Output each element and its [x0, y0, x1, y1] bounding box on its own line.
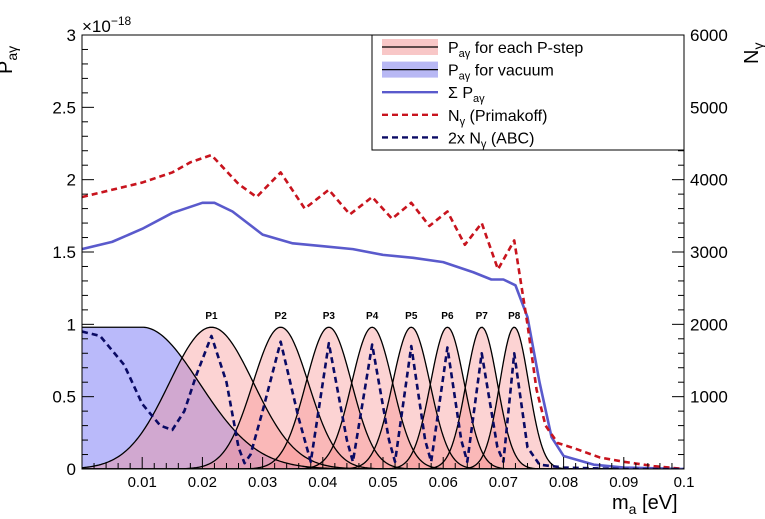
- legend-entry-text: Paγ for vacuum: [448, 63, 554, 83]
- step-label-p2: P2: [275, 311, 288, 322]
- step-fill-p5: [82, 327, 684, 469]
- legend-entry-text: Σ Paγ: [448, 85, 485, 105]
- area-fills: [82, 327, 684, 469]
- x-tick-label: 0.03: [248, 474, 277, 491]
- step-labels: P1 P2 P3 P4 P5 P6 P7 P8: [205, 311, 520, 322]
- step-label-p1: P1: [205, 311, 218, 322]
- y-left-tick-label: 3: [67, 26, 76, 45]
- y-left-tick-label: 2.5: [52, 98, 76, 117]
- primakoff-line: [82, 153, 684, 469]
- x-tick-label: 0.09: [609, 474, 638, 491]
- y-left-tick-label: 0: [67, 460, 76, 479]
- step-outline-p4: [82, 326, 684, 469]
- step-label-p8: P8: [508, 311, 521, 322]
- legend-entry-text: Paγ for each P-step: [448, 40, 583, 60]
- step-label-p4: P4: [366, 311, 379, 322]
- x-tick-label: 0.01: [128, 474, 157, 491]
- y-left-title: Paγ: [0, 46, 20, 74]
- x-tick-label: 0.04: [308, 474, 337, 491]
- axes: 0.01 0.02 0.03 0.04 0.05 0.06 0.07 0.08 0.09 0.1 0…: [52, 26, 727, 491]
- step-fill-p8: [82, 327, 684, 469]
- step-label-p6: P6: [441, 311, 454, 322]
- y-left-tick-label: 0.5: [52, 388, 76, 407]
- legend-entry-text: Nγ (Primakoff): [448, 108, 547, 128]
- step-label-p5: P5: [405, 311, 418, 322]
- abc-line: [82, 330, 684, 469]
- x-tick-label: 0.07: [489, 474, 518, 491]
- step-fill-p4: [82, 327, 684, 469]
- y-right-tick-label: 5000: [690, 98, 728, 117]
- y-left-tick-label: 1: [67, 315, 76, 334]
- y-right-tick-label: 4000: [690, 171, 728, 190]
- x-tick-label: 0.08: [549, 474, 578, 491]
- x-tick-label: 0.06: [429, 474, 458, 491]
- y-exponent: ×10−18: [82, 14, 132, 36]
- x-axis-title: ma [eV]: [612, 492, 678, 517]
- step-label-p3: P3: [323, 311, 336, 322]
- x-tick-label: 0.02: [188, 474, 217, 491]
- sum-p-line: [82, 201, 684, 469]
- legend-entry-text: 2x Nγ (ABC): [448, 130, 534, 150]
- y-right-tick-label: 1000: [690, 388, 728, 407]
- y-left-tick-label: 2: [67, 171, 76, 190]
- step-label-p7: P7: [476, 311, 489, 322]
- vacuum-fill: [82, 327, 684, 469]
- x-tick-label: 0.05: [368, 474, 397, 491]
- step-outline-p5: [82, 326, 684, 469]
- y-left-tick-label: 1.5: [52, 243, 76, 262]
- y-right-tick-label: 6000: [690, 26, 728, 45]
- y-right-title: Nγ: [741, 43, 765, 64]
- y-right-tick-label: 3000: [690, 243, 728, 262]
- y-right-tick-label: 2000: [690, 315, 728, 334]
- x-tick-label: 0.1: [674, 474, 695, 491]
- step-fill-p1: [82, 327, 684, 469]
